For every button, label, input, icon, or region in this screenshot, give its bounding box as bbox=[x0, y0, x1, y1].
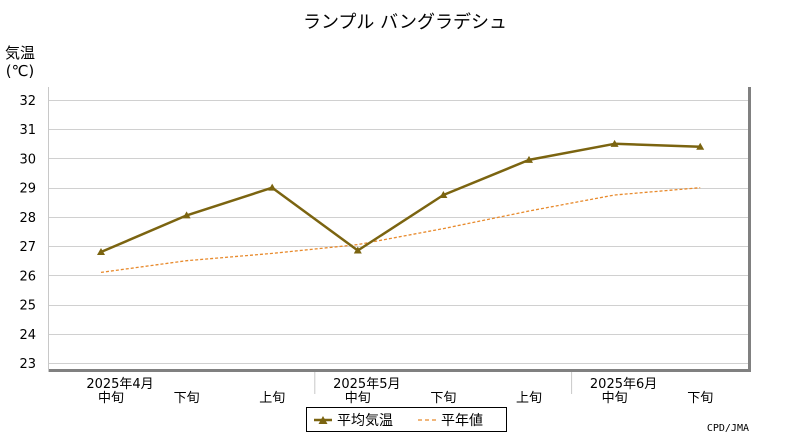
source-label: CPD/JMA bbox=[707, 423, 749, 434]
plot-area bbox=[48, 87, 748, 371]
x-tick-label: 上旬 bbox=[259, 391, 285, 406]
plot-frame bbox=[48, 87, 751, 372]
y-tick-label: 29 bbox=[19, 182, 36, 197]
legend-marker-mean bbox=[318, 416, 328, 424]
legend-box bbox=[306, 407, 507, 432]
data-point-mean bbox=[696, 142, 705, 150]
x-month-label: 2025年4月 bbox=[86, 377, 153, 392]
legend-label-normal: 平年値 bbox=[441, 413, 483, 429]
x-month-label: 2025年6月 bbox=[590, 377, 657, 392]
y-tick-label: 24 bbox=[19, 328, 36, 343]
y-axis-unit: (℃) bbox=[6, 62, 35, 80]
x-tick-label: 中旬 bbox=[98, 391, 124, 406]
x-tick-label: 上旬 bbox=[516, 391, 542, 406]
x-month-label: 2025年5月 bbox=[333, 377, 400, 392]
y-tick-label: 26 bbox=[19, 269, 36, 284]
legend-label-mean: 平均気温 bbox=[337, 413, 393, 429]
y-tick-label: 25 bbox=[19, 299, 36, 314]
series-line-normal bbox=[100, 187, 701, 274]
y-axis-label: 気温 bbox=[5, 44, 35, 62]
grid-lines bbox=[49, 100, 748, 364]
chart-title: ランプル バングラデシュ bbox=[303, 12, 507, 33]
data-point-mean bbox=[610, 139, 619, 147]
y-tick-label: 28 bbox=[19, 211, 36, 226]
series-group bbox=[97, 139, 705, 274]
x-tick-label: 中旬 bbox=[345, 391, 371, 406]
data-point-mean bbox=[97, 247, 105, 255]
x-tick-label: 下旬 bbox=[430, 391, 456, 406]
y-tick-labels: 23 24 25 26 27 28 29 30 31 32 bbox=[19, 94, 36, 372]
x-tick-label: 中旬 bbox=[602, 391, 628, 406]
y-tick-label: 31 bbox=[19, 123, 36, 138]
y-tick-label: 32 bbox=[19, 94, 36, 109]
data-point-mean bbox=[353, 246, 362, 254]
y-tick-label: 23 bbox=[19, 357, 36, 372]
series-line-mean bbox=[100, 142, 701, 254]
data-point-mean bbox=[182, 211, 191, 219]
y-tick-label: 30 bbox=[19, 152, 36, 167]
x-tick-label: 下旬 bbox=[687, 391, 713, 406]
y-tick-label: 27 bbox=[19, 240, 36, 255]
legend: 平均気温 平年値 bbox=[306, 407, 507, 432]
x-tick-label: 下旬 bbox=[174, 391, 200, 406]
data-point-mean bbox=[525, 155, 533, 163]
data-point-mean bbox=[268, 183, 277, 191]
data-point-mean bbox=[439, 190, 448, 198]
